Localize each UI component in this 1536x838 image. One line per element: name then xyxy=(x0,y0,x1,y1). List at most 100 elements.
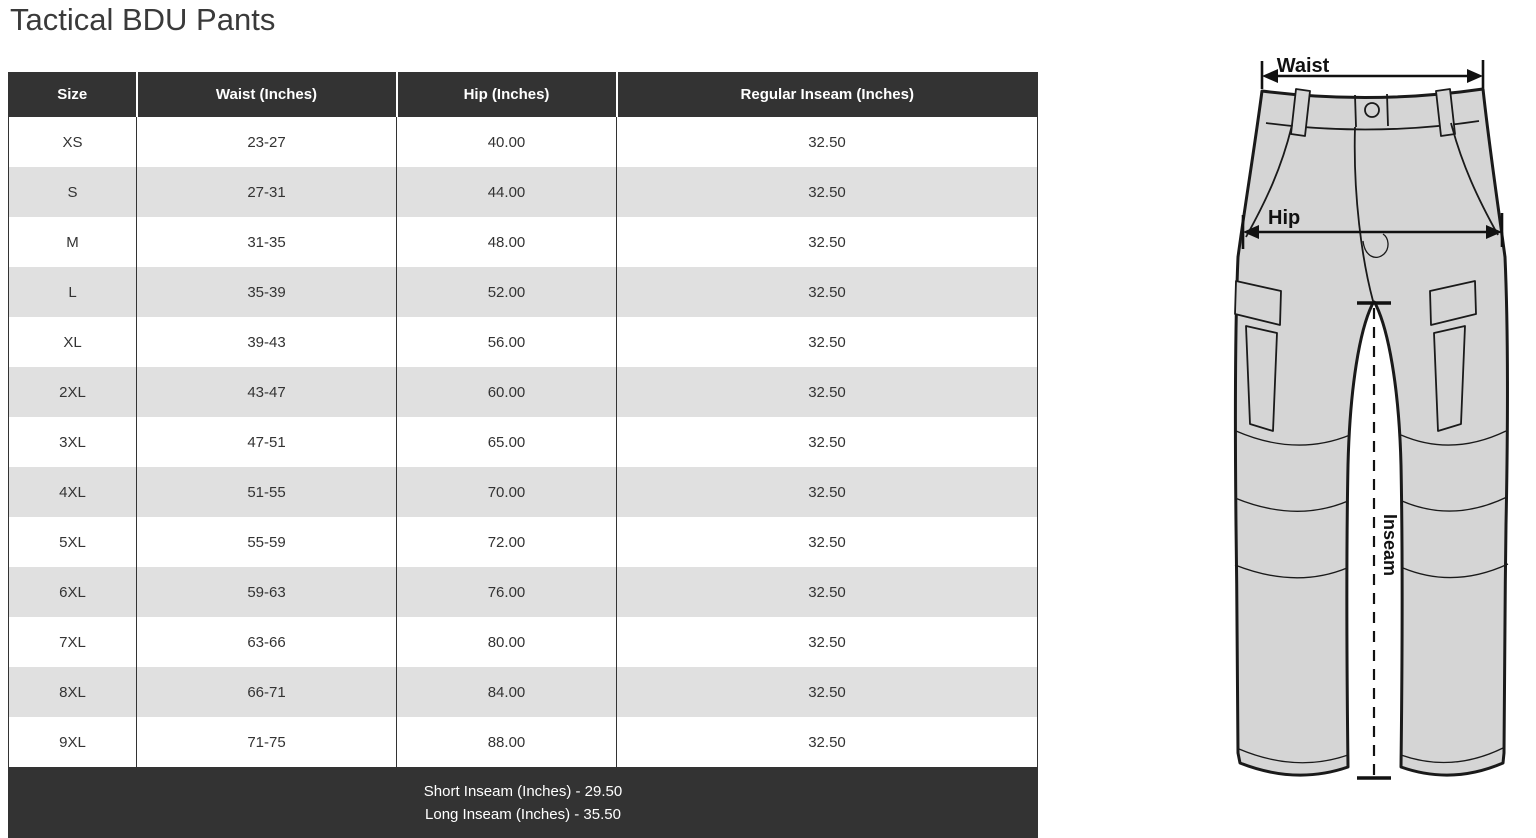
table-row: 2XL 43-47 60.00 32.50 xyxy=(8,367,1038,417)
pants-diagram: Waist Hip Inseam xyxy=(1233,55,1509,780)
footer-row: Short Inseam (Inches) - 29.50 Long Insea… xyxy=(8,767,1038,838)
cell-waist: 71-75 xyxy=(136,717,397,767)
fly-seam xyxy=(1353,126,1374,302)
cell-regular-inseam: 32.50 xyxy=(808,583,846,601)
cell-size: 3XL xyxy=(8,417,137,467)
cell-regular-inseam: 32.50 xyxy=(808,183,846,201)
cell-hip: 52.00 xyxy=(396,267,617,317)
cell-hip: 84.00 xyxy=(396,667,617,717)
cargo-pocket-left-body xyxy=(1245,325,1278,432)
cell-waist: 51-55 xyxy=(136,467,397,517)
cell-waist: 35-39 xyxy=(136,267,397,317)
cell-waist: 27-31 xyxy=(136,167,397,217)
belt-loop-right xyxy=(1435,88,1456,137)
cell-waist: 59-63 xyxy=(136,567,397,617)
column-header-size: Size xyxy=(8,72,138,117)
cell-regular-inseam: 32.50 xyxy=(808,283,846,301)
table-row: M 31-35 48.00 32.50 xyxy=(8,217,1038,267)
cell-hip: 44.00 xyxy=(396,167,617,217)
hip-arrow xyxy=(1241,213,1504,249)
knee-seam-left-1 xyxy=(1235,430,1351,446)
cell-regular-inseam: 32.50 xyxy=(808,483,846,501)
size-table-body: XS 23-27 40.00 32.50 S 27-31 44.00 32.50 M 31-35 4… xyxy=(8,117,1038,767)
cell-waist: 47-51 xyxy=(136,417,397,467)
cell-regular-inseam: 32.50 xyxy=(808,333,846,351)
cell-hip: 60.00 xyxy=(396,367,617,417)
fly-placket-right-seam xyxy=(1386,93,1389,127)
cell-hip: 88.00 xyxy=(396,717,617,767)
table-row: 4XL 51-55 70.00 32.50 xyxy=(8,467,1038,517)
long-inseam-note: Long Inseam (Inches) - 35.50 xyxy=(425,805,621,823)
cell-waist: 39-43 xyxy=(136,317,397,367)
table-row: L 35-39 52.00 32.50 xyxy=(8,267,1038,317)
cell-hip: 76.00 xyxy=(396,567,617,617)
cell-regular-inseam: 32.50 xyxy=(808,733,846,751)
cell-waist: 31-35 xyxy=(136,217,397,267)
cell-size: 2XL xyxy=(8,367,137,417)
cell-size: XS xyxy=(8,117,137,167)
cell-regular-inseam: 32.50 xyxy=(808,233,846,251)
cell-regular-inseam: 32.50 xyxy=(808,683,846,701)
cell-regular-inseam: 32.50 xyxy=(808,133,846,151)
table-row: 5XL 55-59 72.00 32.50 xyxy=(8,517,1038,567)
fly-j-stitch xyxy=(1362,233,1389,258)
belt-loop-left xyxy=(1290,88,1311,137)
inseam-line xyxy=(1357,301,1391,780)
knee-seam-right-3 xyxy=(1402,563,1509,579)
hip-label: Hip xyxy=(1268,207,1300,229)
cell-waist: 43-47 xyxy=(136,367,397,417)
cell-waist: 23-27 xyxy=(136,117,397,167)
hem-seam-left xyxy=(1238,748,1349,764)
cell-hip: 40.00 xyxy=(396,117,617,167)
cell-regular-inseam: 32.50 xyxy=(808,633,846,651)
knee-seam-left-2 xyxy=(1234,497,1349,512)
cell-size: 4XL xyxy=(8,467,137,517)
knee-seam-right-1 xyxy=(1400,430,1507,446)
cell-regular-inseam: 32.50 xyxy=(808,433,846,451)
cell-waist: 66-71 xyxy=(136,667,397,717)
cell-regular-inseam: 32.50 xyxy=(808,533,846,551)
cell-hip: 65.00 xyxy=(396,417,617,467)
cell-waist: 55-59 xyxy=(136,517,397,567)
table-row: XL 39-43 56.00 32.50 xyxy=(8,317,1038,367)
column-header-hip: Hip (Inches) xyxy=(396,72,618,117)
table-row: 3XL 47-51 65.00 32.50 xyxy=(8,417,1038,467)
short-inseam-note: Short Inseam (Inches) - 29.50 xyxy=(423,782,623,800)
table-row: 6XL 59-63 76.00 32.50 xyxy=(8,567,1038,617)
front-pocket-right-seam xyxy=(1450,122,1499,236)
cell-hip: 70.00 xyxy=(396,467,617,517)
cell-size: XL xyxy=(8,317,137,367)
page-title: Tactical BDU Pants xyxy=(10,2,276,37)
cell-size: L xyxy=(8,267,137,317)
cell-hip: 72.00 xyxy=(396,517,617,567)
table-row: 8XL 66-71 84.00 32.50 xyxy=(8,667,1038,717)
cargo-pocket-right-flap xyxy=(1429,280,1477,326)
cell-hip: 80.00 xyxy=(396,617,617,667)
button-icon xyxy=(1364,102,1380,118)
column-header-waist: Waist (Inches) xyxy=(136,72,398,117)
cell-hip: 48.00 xyxy=(396,217,617,267)
cell-hip: 56.00 xyxy=(396,317,617,367)
knee-seam-right-2 xyxy=(1401,496,1508,512)
front-pocket-left-seam xyxy=(1245,124,1293,238)
hem-seam-right xyxy=(1400,747,1504,764)
cell-size: 5XL xyxy=(8,517,137,567)
table-row: XS 23-27 40.00 32.50 xyxy=(8,117,1038,167)
cell-size: S xyxy=(8,167,137,217)
waist-arrow xyxy=(1260,60,1485,89)
cell-size: M xyxy=(8,217,137,267)
cell-size: 8XL xyxy=(8,667,137,717)
cell-size: 6XL xyxy=(8,567,137,617)
table-header: Size Waist (Inches) Hip (Inches) Regular… xyxy=(8,72,1038,117)
header-row: Size Waist (Inches) Hip (Inches) Regular… xyxy=(8,72,1038,117)
cell-waist: 63-66 xyxy=(136,617,397,667)
cell-regular-inseam: 32.50 xyxy=(808,383,846,401)
cargo-pocket-right-body xyxy=(1433,325,1466,432)
fly-placket-left-seam xyxy=(1354,94,1357,128)
cell-size: 7XL xyxy=(8,617,137,667)
cell-size: 9XL xyxy=(8,717,137,767)
cargo-pocket-left-flap xyxy=(1234,280,1282,326)
waist-label: Waist xyxy=(1277,55,1330,77)
table-row: 9XL 71-75 88.00 32.50 xyxy=(8,717,1038,767)
table-row: S 27-31 44.00 32.50 xyxy=(8,167,1038,217)
